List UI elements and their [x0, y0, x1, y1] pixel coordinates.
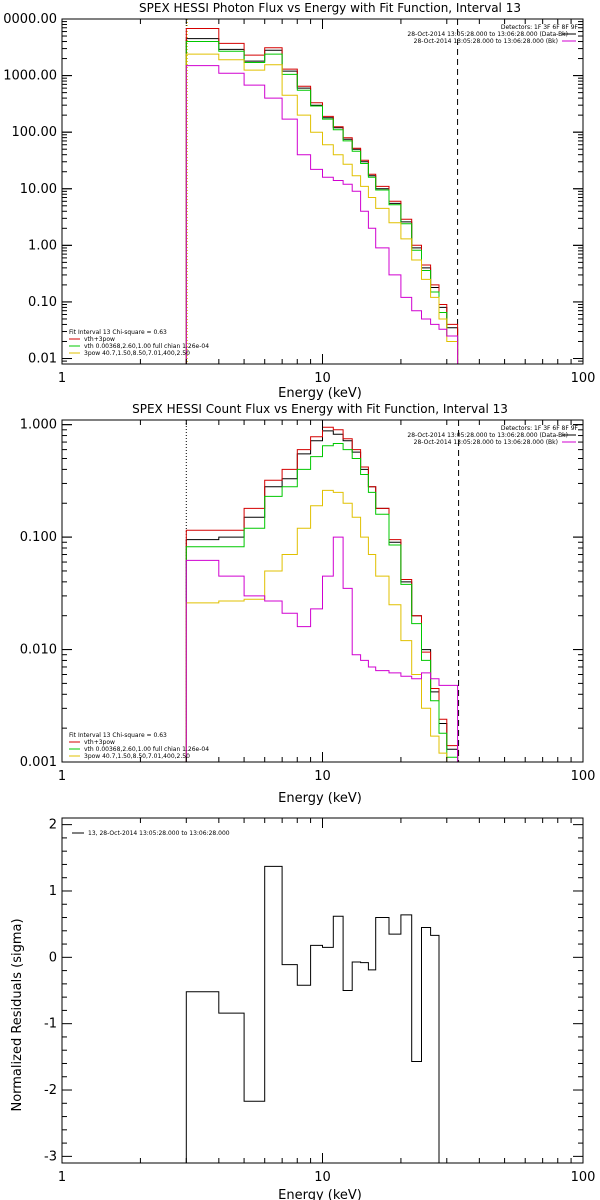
- count-flux-plot-area: 1 10 100 0.001 0.010 0.100 1.000: [20, 418, 596, 784]
- count-flux-legend: Fit Interval 13 Chi-square = 0.63 vth+3p…: [69, 732, 209, 760]
- residuals-y-tick-label: -1: [44, 1017, 57, 1032]
- residuals-x-tick-label: 1: [58, 1170, 66, 1185]
- residuals-y-tick-label: -3: [44, 1149, 57, 1164]
- count-flux-panel: SPEX HESSI Count Flux vs Energy with Fit…: [20, 402, 596, 806]
- count-flux-y-tick-label: 0.001: [20, 755, 57, 770]
- residuals-legend-entry: 13, 28-Oct-2014 13:05:28.000 to 13:06:28…: [88, 830, 230, 837]
- photon-flux-y-tick-label: 0.10: [28, 295, 57, 310]
- photon-flux-series-bk: [185, 65, 459, 364]
- count-flux-legend-entry: Fit Interval 13 Chi-square = 0.63: [69, 732, 167, 739]
- photon-flux-y-tick-label: 1000.00: [3, 69, 57, 84]
- count-flux-header-line: 28-Oct-2014 13:05:28.000 to 13:06:28.000…: [407, 432, 568, 439]
- residuals-y-tick-label: 0: [49, 950, 57, 965]
- photon-flux-header: Detectors: 1F 3F 6F 8F 9F 28-Oct-2014 13…: [407, 24, 578, 45]
- photon-flux-y-tick-label: 100.00: [12, 125, 58, 140]
- photon-flux-series-3pow: [185, 53, 459, 364]
- count-flux-series-vth+3pow: [185, 426, 459, 762]
- count-flux-x-tick-label: 1: [58, 769, 66, 784]
- count-flux-legend-entry: vth 0.00368,2.60,1.00 full chian 1.26e-0…: [84, 746, 209, 753]
- count-flux-y-tick-label: 1.000: [20, 418, 57, 433]
- count-flux-series-bk: [185, 536, 459, 762]
- photon-flux-x-tick-label: 10: [314, 371, 331, 386]
- photon-flux-legend: Fit Interval 13 Chi-square = 0.63 vth+3p…: [69, 329, 209, 357]
- residuals-y-tick-label: 2: [49, 818, 57, 833]
- photon-flux-header-line: Detectors: 1F 3F 6F 8F 9F: [501, 24, 579, 31]
- count-flux-title: SPEX HESSI Count Flux vs Energy with Fit…: [132, 402, 508, 416]
- count-flux-x-tick-label: 10: [314, 769, 331, 784]
- count-flux-series-data-bk: [185, 430, 459, 762]
- residuals-x-axis-label: Energy (keV): [278, 1188, 362, 1200]
- photon-flux-header-line: 28-Oct-2014 13:05:28.000 to 13:06:28.000…: [407, 31, 568, 38]
- photon-flux-series-vth: [185, 41, 459, 364]
- residuals-x-tick-label: 100: [571, 1170, 596, 1185]
- photon-flux-legend-entry: Fit Interval 13 Chi-square = 0.63: [69, 329, 167, 336]
- residuals-y-axis-label: Normalized Residuals (sigma): [10, 918, 25, 1111]
- residuals-series-residuals: [185, 865, 440, 1163]
- photon-flux-legend-entry: vth+3pow: [84, 336, 115, 343]
- count-flux-y-tick-label: 0.010: [20, 643, 57, 658]
- photon-flux-legend-entry: 3pow 40.7,1.50,8.50,7.01,400,2.50: [84, 350, 190, 357]
- count-flux-series-vth: [185, 443, 459, 762]
- residuals-panel: 1 10 100 -3 -2 -1 0 1 2 Energy (keV) Normalized …: [10, 817, 596, 1200]
- count-flux-series-3pow: [185, 489, 458, 762]
- count-flux-header-line: 28-Oct-2014 13:05:28.000 to 13:06:28.000…: [414, 439, 558, 446]
- photon-flux-x-axis-label: Energy (keV): [278, 386, 362, 401]
- photon-flux-legend-entry: vth 0.00368,2.60,1.00 full chian 1.26e-0…: [84, 343, 209, 350]
- residuals-y-tick-label: 1: [49, 884, 57, 899]
- photon-flux-x-tick-label: 100: [571, 371, 596, 386]
- photon-flux-x-tick-label: 1: [58, 371, 66, 386]
- count-flux-x-axis-label: Energy (keV): [278, 791, 362, 806]
- residuals-plot-area: 1 10 100 -3 -2 -1 0 1 2: [44, 817, 596, 1185]
- photon-flux-plot-area: 1 10 100 0.01 0.10 1.00 10.00 100.00 1000.00 0000…: [3, 12, 595, 386]
- photon-flux-y-tick-label: 10.00: [20, 182, 57, 197]
- photon-flux-y-tick-label: 0.01: [28, 352, 57, 367]
- photon-flux-panel: SPEX HESSI Photon Flux vs Energy with Fi…: [3, 1, 595, 401]
- count-flux-y-tick-label: 0.100: [20, 530, 57, 545]
- count-flux-header: Detectors: 1F 3F 6F 8F 9F 28-Oct-2014 13…: [407, 425, 578, 446]
- count-flux-header-line: Detectors: 1F 3F 6F 8F 9F: [501, 425, 579, 432]
- residuals-y-tick-label: -2: [44, 1083, 57, 1098]
- photon-flux-series-data-bk: [185, 38, 459, 364]
- count-flux-x-tick-label: 100: [571, 769, 596, 784]
- photon-flux-y-tick-label: 0000.00: [3, 12, 57, 27]
- photon-flux-series-vth+3pow: [185, 28, 459, 364]
- photon-flux-y-tick-label: 1.00: [28, 238, 57, 253]
- photon-flux-header-line: 28-Oct-2014 13:05:28.000 to 13:06:28.000…: [414, 38, 558, 45]
- count-flux-legend-entry: 3pow 40.7,1.50,8.50,7.01,400,2.50: [84, 753, 190, 760]
- count-flux-legend-entry: vth+3pow: [84, 739, 115, 746]
- residuals-legend: 13, 28-Oct-2014 13:05:28.000 to 13:06:28…: [72, 830, 230, 837]
- residuals-x-tick-label: 10: [314, 1170, 331, 1185]
- photon-flux-title: SPEX HESSI Photon Flux vs Energy with Fi…: [139, 1, 521, 15]
